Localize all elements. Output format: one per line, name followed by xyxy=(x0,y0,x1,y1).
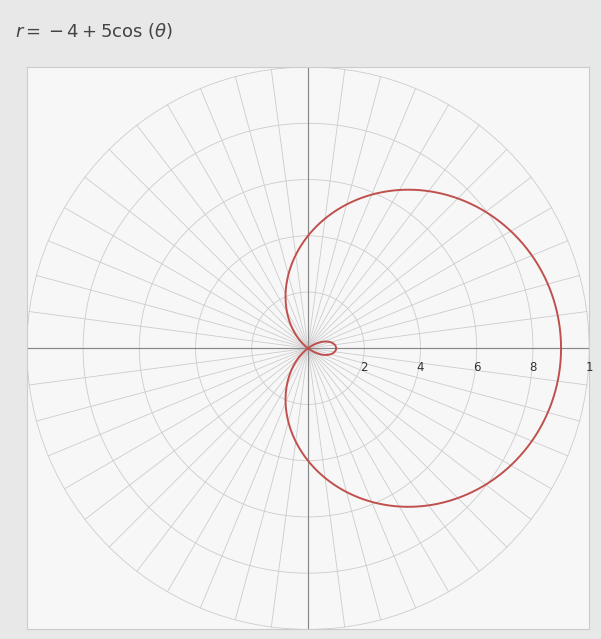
Text: 2: 2 xyxy=(361,361,368,374)
Text: 1: 1 xyxy=(585,361,593,374)
Text: 4: 4 xyxy=(416,361,424,374)
Text: $r = -4 + 5\cos\,(\theta)$: $r = -4 + 5\cos\,(\theta)$ xyxy=(15,21,173,41)
Text: 6: 6 xyxy=(473,361,480,374)
Text: 8: 8 xyxy=(529,361,537,374)
